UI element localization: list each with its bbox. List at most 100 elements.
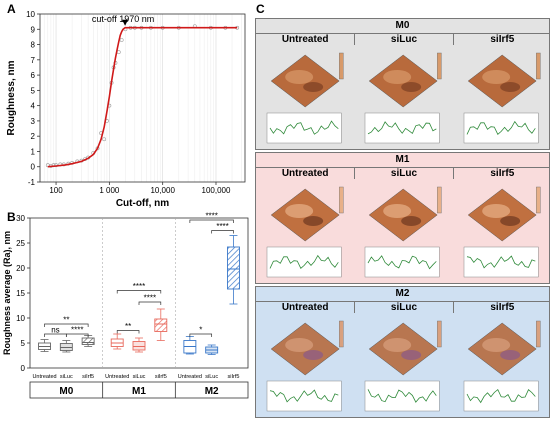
category-label: Untreated [105, 374, 129, 380]
significance-label: * [199, 326, 202, 335]
group-title: M0 [395, 20, 410, 31]
y-tick-label: 5 [31, 86, 36, 95]
y-tick-label: 5 [21, 339, 26, 348]
column-header: siIrf5 [452, 33, 550, 45]
group-title: M1 [395, 154, 410, 165]
afm-surface-image [365, 320, 442, 412]
surface-highlight [285, 70, 314, 84]
surface-shadow [401, 216, 422, 226]
colorbar [339, 186, 344, 214]
surface-shadow [499, 216, 520, 226]
y-tick-label: 15 [16, 289, 25, 298]
surface-highlight [285, 338, 314, 352]
y-tick-label: 20 [16, 264, 25, 273]
significance-bracket [44, 323, 89, 327]
profile-line [367, 389, 437, 403]
data-point [119, 38, 124, 42]
afm-image-grid: M0 Untreated siLuc siIrf5 M1 Untreated siLuc si… [255, 18, 550, 418]
group-table [29, 381, 249, 399]
y-tick-label: 8 [31, 41, 36, 50]
category-label: Untreated [32, 374, 56, 380]
significance-bracket [116, 330, 140, 334]
profile-box [463, 246, 539, 278]
fit-line [47, 26, 238, 168]
surface-shadow [303, 350, 324, 360]
afm-surface-image [365, 52, 442, 144]
y-axis-label: Roughness, nm [6, 60, 17, 135]
surface-highlight [481, 338, 510, 352]
profile-box [365, 246, 440, 278]
profile-box [266, 246, 342, 278]
y-tick-label: 0 [21, 364, 26, 373]
x-axis-label: Cut-off, nm [116, 198, 169, 209]
surface-shadow [499, 350, 520, 360]
y-tick-label: 25 [16, 239, 25, 248]
category-label: siLuc [60, 374, 73, 380]
column-header: Untreated [256, 33, 355, 45]
surface-highlight [481, 70, 510, 84]
box-body [154, 318, 168, 332]
colorbar [437, 52, 442, 80]
group-m0: M0 Untreated siLuc siIrf5 [255, 18, 550, 150]
significance-bracket [189, 219, 234, 223]
y-tick-label: 4 [31, 102, 36, 111]
category-label: siLuc [205, 374, 218, 380]
group-m2: M2 Untreated siLuc siIrf5 [255, 286, 550, 418]
y-tick-label: 6 [31, 71, 36, 80]
panel-c-letter: C [256, 2, 265, 16]
x-tick-label: 100 [49, 186, 63, 195]
surface-highlight [383, 204, 412, 218]
category-label: siIrf5 [82, 374, 94, 380]
profile-line [466, 120, 536, 135]
afm-surface-image [266, 186, 344, 278]
data-point [102, 137, 107, 142]
profile-box [365, 112, 440, 144]
y-axis-label: Roughness average (Ra), nm [2, 231, 12, 355]
surface-highlight [383, 70, 412, 84]
group-label: M0 [59, 386, 73, 397]
box-body [227, 246, 240, 290]
panel-b-letter: B [7, 210, 16, 224]
cutoff-annotation: cut-off 1970 nm [92, 14, 154, 24]
afm-surface-image [463, 52, 541, 144]
y-tick-label: 3 [31, 117, 36, 126]
significance-label: **** [133, 282, 145, 291]
surface-shadow [303, 82, 324, 92]
surface-highlight [481, 204, 510, 218]
significance-label: **** [205, 212, 217, 221]
surface-highlight [383, 338, 412, 352]
x-tick-label: 10,000 [150, 186, 175, 195]
profile-line [466, 388, 536, 404]
plot-frame [39, 13, 246, 183]
y-tick-label: -1 [28, 178, 36, 187]
panel-a-letter: A [7, 2, 16, 16]
significance-label: **** [71, 326, 83, 335]
group-label: M2 [205, 386, 219, 397]
roughness-boxplot-chart: 0 5 10 15 20 25 30 Roughness average (Ra), nm ns… [2, 212, 249, 399]
y-tick-label: 2 [31, 132, 36, 141]
category-label: siIrf5 [228, 374, 240, 380]
y-tick-label: 1 [31, 147, 36, 156]
column-header: siLuc [354, 301, 453, 313]
column-header: Untreated [256, 301, 355, 313]
afm-surface-image [266, 52, 344, 144]
y-tick-label: 10 [26, 10, 35, 19]
surface-shadow [401, 82, 422, 92]
column-header: siIrf5 [452, 301, 550, 313]
cutoff-arrowhead [122, 19, 129, 26]
profile-line [269, 389, 339, 403]
colorbar [339, 52, 344, 80]
profile-line [466, 255, 536, 269]
significance-label: ** [125, 322, 131, 331]
afm-surface-image [463, 320, 541, 412]
afm-surface-image [266, 320, 344, 412]
category-label: siLuc [133, 374, 146, 380]
colorbar [339, 320, 344, 348]
colorbar [437, 186, 442, 214]
y-tick-label: 0 [31, 163, 36, 172]
column-header: siLuc [354, 167, 453, 179]
profile-box [463, 112, 539, 144]
profile-line [269, 120, 339, 135]
significance-bracket [189, 333, 213, 337]
group-label: M1 [132, 386, 146, 397]
